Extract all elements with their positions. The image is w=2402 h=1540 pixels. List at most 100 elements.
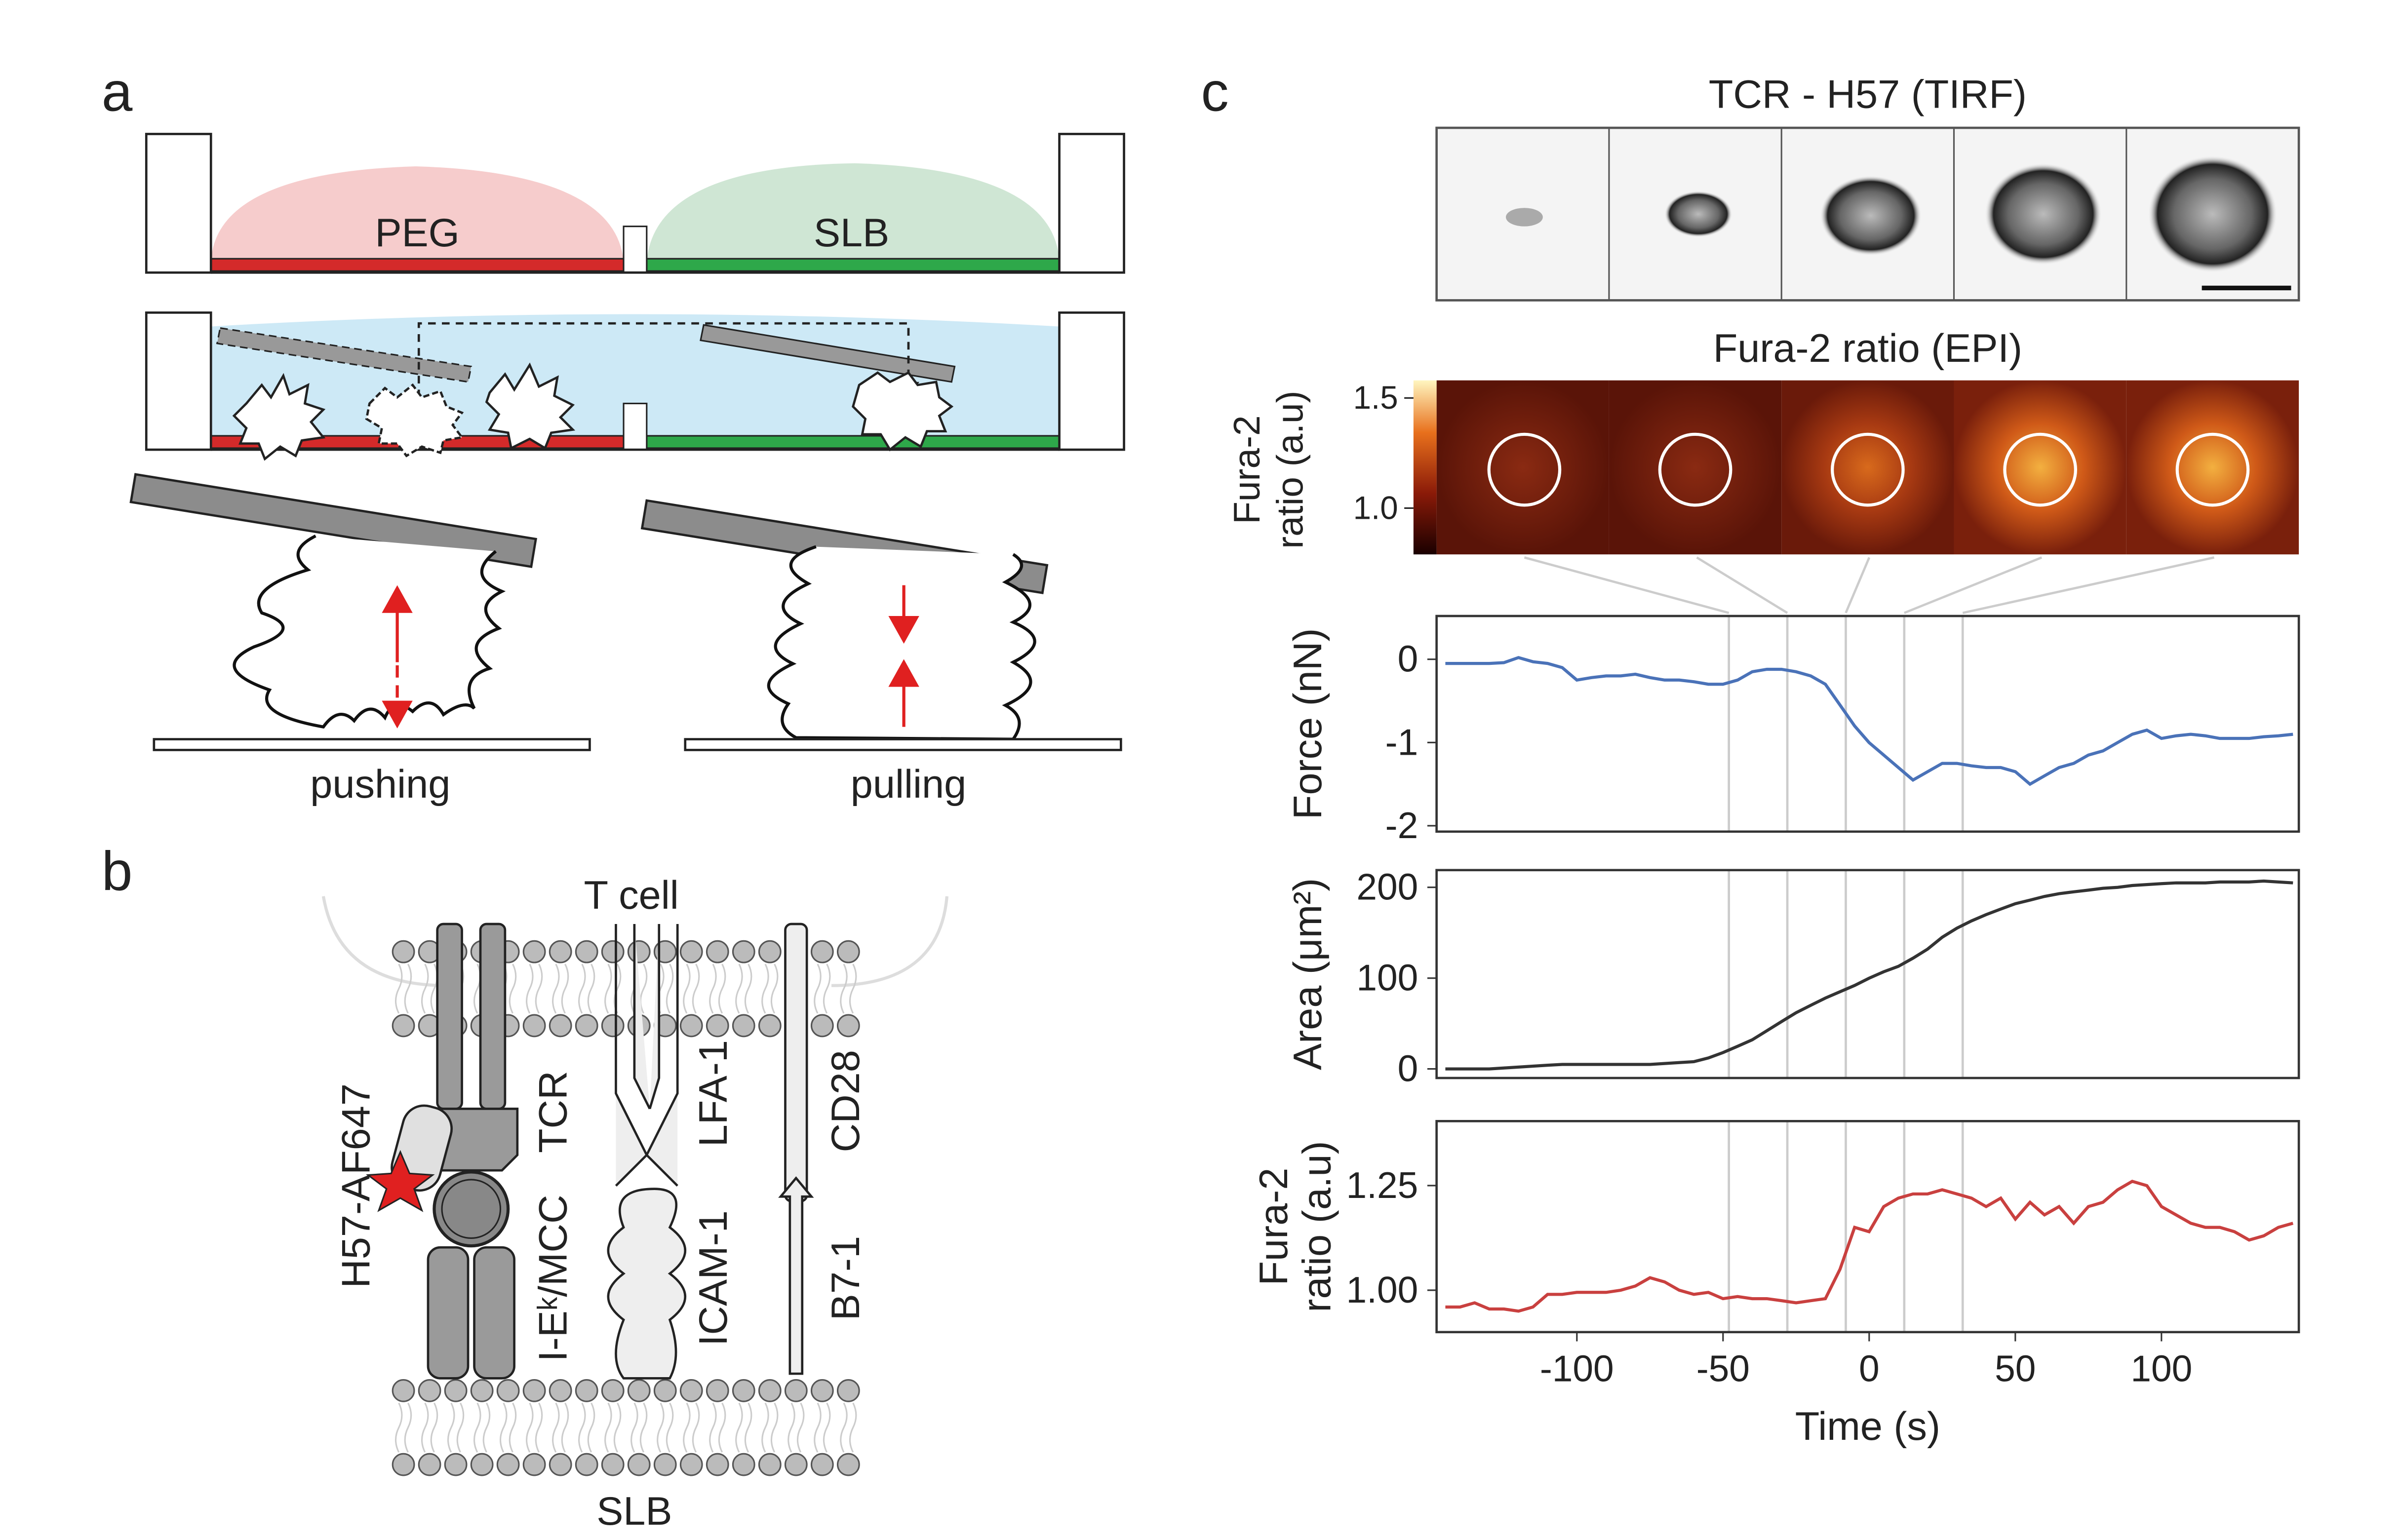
axes-frame — [1435, 615, 2300, 833]
lipid-head — [522, 1453, 546, 1476]
fura-images-part — [1831, 432, 1905, 507]
chamber-cells-part — [145, 311, 212, 451]
lipid-head — [679, 940, 703, 963]
lipid-tail — [578, 963, 595, 1014]
y-tick-label: 100 — [1356, 957, 1418, 999]
pushing-schematic-part — [382, 700, 413, 729]
lipid-tail — [526, 963, 543, 1014]
lipid-head — [810, 1379, 834, 1402]
lipid-head — [444, 1379, 468, 1402]
fura-images-part — [1609, 380, 1782, 555]
proteins-part — [784, 923, 808, 1202]
lipid-head — [732, 1453, 755, 1476]
lipid-tail — [814, 1402, 831, 1453]
lipid-tail — [473, 1402, 491, 1453]
fura-images-part — [1487, 432, 1562, 507]
lipid-tail — [552, 963, 569, 1014]
fura-images — [1413, 380, 2299, 555]
lipid-head — [706, 1453, 729, 1476]
lipid-tail — [735, 1402, 752, 1453]
lipid-tail — [788, 1402, 805, 1453]
lipid-head — [522, 940, 546, 963]
lipid-tail — [709, 1402, 726, 1453]
lipid-head — [732, 940, 755, 963]
tirf-images-part — [1505, 208, 1543, 227]
lipid-head — [575, 940, 598, 963]
molecule-label: I-Eᵏ/MCC — [531, 1194, 576, 1361]
chamber-part — [646, 258, 1061, 272]
mode-label: pulling — [851, 762, 966, 807]
lipid-tail — [761, 963, 779, 1014]
chamber — [145, 133, 1125, 274]
tirf-images-part — [1984, 163, 2102, 265]
pulling-schematic-part — [767, 545, 1036, 741]
chamber-cells-part — [1058, 311, 1125, 451]
lipid-head — [575, 1014, 598, 1038]
lipid-head — [836, 940, 860, 963]
lipid-head — [496, 1379, 520, 1402]
pulling-schematic-part — [888, 659, 919, 687]
chamber-cells-part — [485, 362, 576, 450]
axes-frame — [1435, 869, 2300, 1079]
y-tick-label: 1.25 — [1346, 1164, 1418, 1206]
pushing-schematic-part — [129, 473, 537, 568]
data-line — [1445, 1179, 2294, 1313]
image-title: TCR - H57 (TIRF) — [1709, 72, 2027, 116]
x-tick-label: -50 — [1696, 1348, 1750, 1389]
fura-images-part — [1436, 380, 1609, 555]
lipid-head — [418, 1453, 441, 1476]
lipid-tail — [604, 963, 622, 1014]
pulling-schematic-part — [684, 738, 1122, 751]
x-axis-label: Time (s) — [1795, 1404, 1940, 1449]
molecule-label: LFA-1 — [691, 1040, 736, 1147]
lipid-head — [549, 1379, 572, 1402]
lipid-head — [627, 1379, 651, 1402]
proteins-part — [427, 1246, 470, 1380]
lipid-head — [836, 1379, 860, 1402]
chamber-part — [211, 166, 624, 262]
lipid-tail — [709, 963, 726, 1014]
lipid-head — [601, 940, 625, 963]
connector — [1524, 556, 1730, 615]
lipid-tail — [761, 1402, 779, 1453]
mode-label: pushing — [310, 762, 450, 807]
connector — [1696, 556, 1788, 614]
molecule-label: ICAM-1 — [691, 1210, 736, 1346]
cell-outline — [321, 896, 949, 987]
data-line — [1445, 655, 2293, 786]
lipid-head — [679, 1379, 703, 1402]
y-axis-label: Area (μm²) — [1286, 878, 1330, 1070]
fura-images-part — [1413, 380, 1437, 555]
lipid-head — [444, 1453, 468, 1476]
chamber-cells-part — [852, 371, 954, 452]
axes-frame — [1435, 1120, 2300, 1334]
colorbar-tick-label: 1.5 — [1353, 380, 1398, 416]
lipid-head — [392, 1453, 415, 1476]
connector — [1845, 557, 1871, 614]
proteins-part — [441, 1179, 502, 1239]
lipid-head — [706, 1379, 729, 1402]
pulling-schematic — [640, 499, 1122, 751]
y-tick-label: 200 — [1356, 866, 1418, 908]
pushing-schematic — [129, 473, 591, 751]
y-tick-label: -2 — [1385, 805, 1418, 846]
chamber-cells-part — [216, 327, 473, 383]
lipid-head — [418, 1379, 441, 1402]
panel-label: a — [102, 61, 133, 123]
proteins-part — [479, 923, 507, 1110]
lipid-head — [549, 1453, 572, 1476]
colorbar-label: Fura-2 — [1226, 415, 1267, 524]
lipid-head — [575, 1379, 598, 1402]
chamber-part — [646, 163, 1060, 262]
lipid-head — [549, 1014, 572, 1038]
pushing-schematic-part — [382, 585, 413, 613]
image-title: Fura-2 ratio (EPI) — [1713, 326, 2022, 371]
fura-images-part — [1658, 432, 1733, 507]
lipid-head — [392, 1014, 415, 1038]
lipid-tail — [447, 1402, 465, 1453]
lipid-head — [496, 1453, 520, 1476]
proteins-part — [615, 924, 679, 1187]
chamber-cells-part — [646, 435, 1061, 449]
